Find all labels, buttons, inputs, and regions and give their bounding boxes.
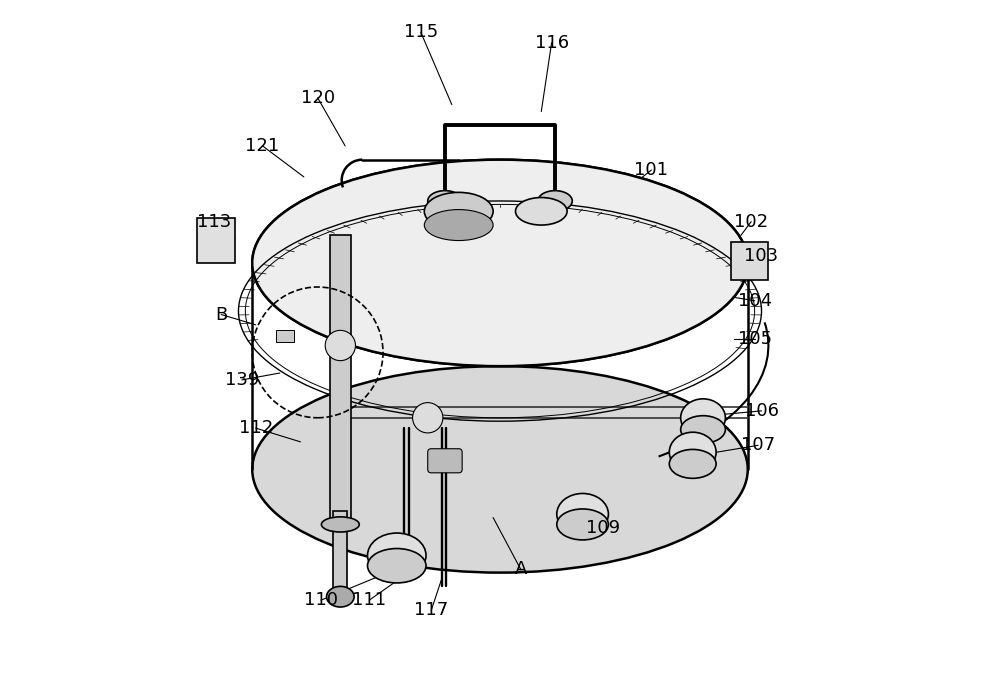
Text: 103: 103 — [744, 247, 779, 265]
Ellipse shape — [428, 191, 462, 211]
Text: 116: 116 — [535, 34, 569, 52]
Ellipse shape — [252, 366, 748, 573]
Text: 117: 117 — [414, 601, 448, 619]
Text: 113: 113 — [197, 213, 232, 231]
Text: 106: 106 — [745, 402, 779, 420]
Text: 110: 110 — [304, 591, 338, 609]
Circle shape — [325, 330, 355, 361]
Ellipse shape — [557, 493, 608, 535]
Text: 101: 101 — [634, 161, 668, 179]
Circle shape — [413, 403, 443, 433]
Text: 109: 109 — [586, 519, 620, 537]
Text: 111: 111 — [352, 591, 386, 609]
FancyBboxPatch shape — [333, 511, 347, 594]
Ellipse shape — [276, 170, 724, 356]
Ellipse shape — [681, 399, 725, 437]
Ellipse shape — [252, 160, 748, 366]
Text: 120: 120 — [301, 88, 335, 106]
Text: B: B — [215, 305, 227, 323]
FancyBboxPatch shape — [428, 448, 462, 473]
Text: A: A — [514, 560, 527, 578]
Ellipse shape — [321, 517, 359, 532]
Text: 115: 115 — [404, 23, 438, 41]
Ellipse shape — [327, 587, 354, 607]
Ellipse shape — [515, 198, 567, 225]
Text: 105: 105 — [738, 330, 772, 348]
Ellipse shape — [368, 533, 426, 578]
Ellipse shape — [368, 549, 426, 583]
Ellipse shape — [538, 191, 572, 211]
Text: 102: 102 — [734, 213, 768, 231]
Ellipse shape — [424, 209, 493, 240]
Ellipse shape — [669, 432, 716, 472]
FancyBboxPatch shape — [330, 236, 351, 524]
Ellipse shape — [681, 416, 725, 443]
FancyBboxPatch shape — [197, 218, 235, 263]
Ellipse shape — [424, 192, 493, 230]
Ellipse shape — [557, 509, 608, 540]
Text: 104: 104 — [738, 292, 772, 310]
FancyBboxPatch shape — [276, 330, 294, 342]
Text: 121: 121 — [245, 137, 280, 155]
Text: 139: 139 — [225, 371, 259, 389]
FancyBboxPatch shape — [731, 243, 768, 280]
Text: 107: 107 — [741, 436, 775, 454]
Text: 112: 112 — [239, 419, 273, 437]
Ellipse shape — [669, 449, 716, 478]
